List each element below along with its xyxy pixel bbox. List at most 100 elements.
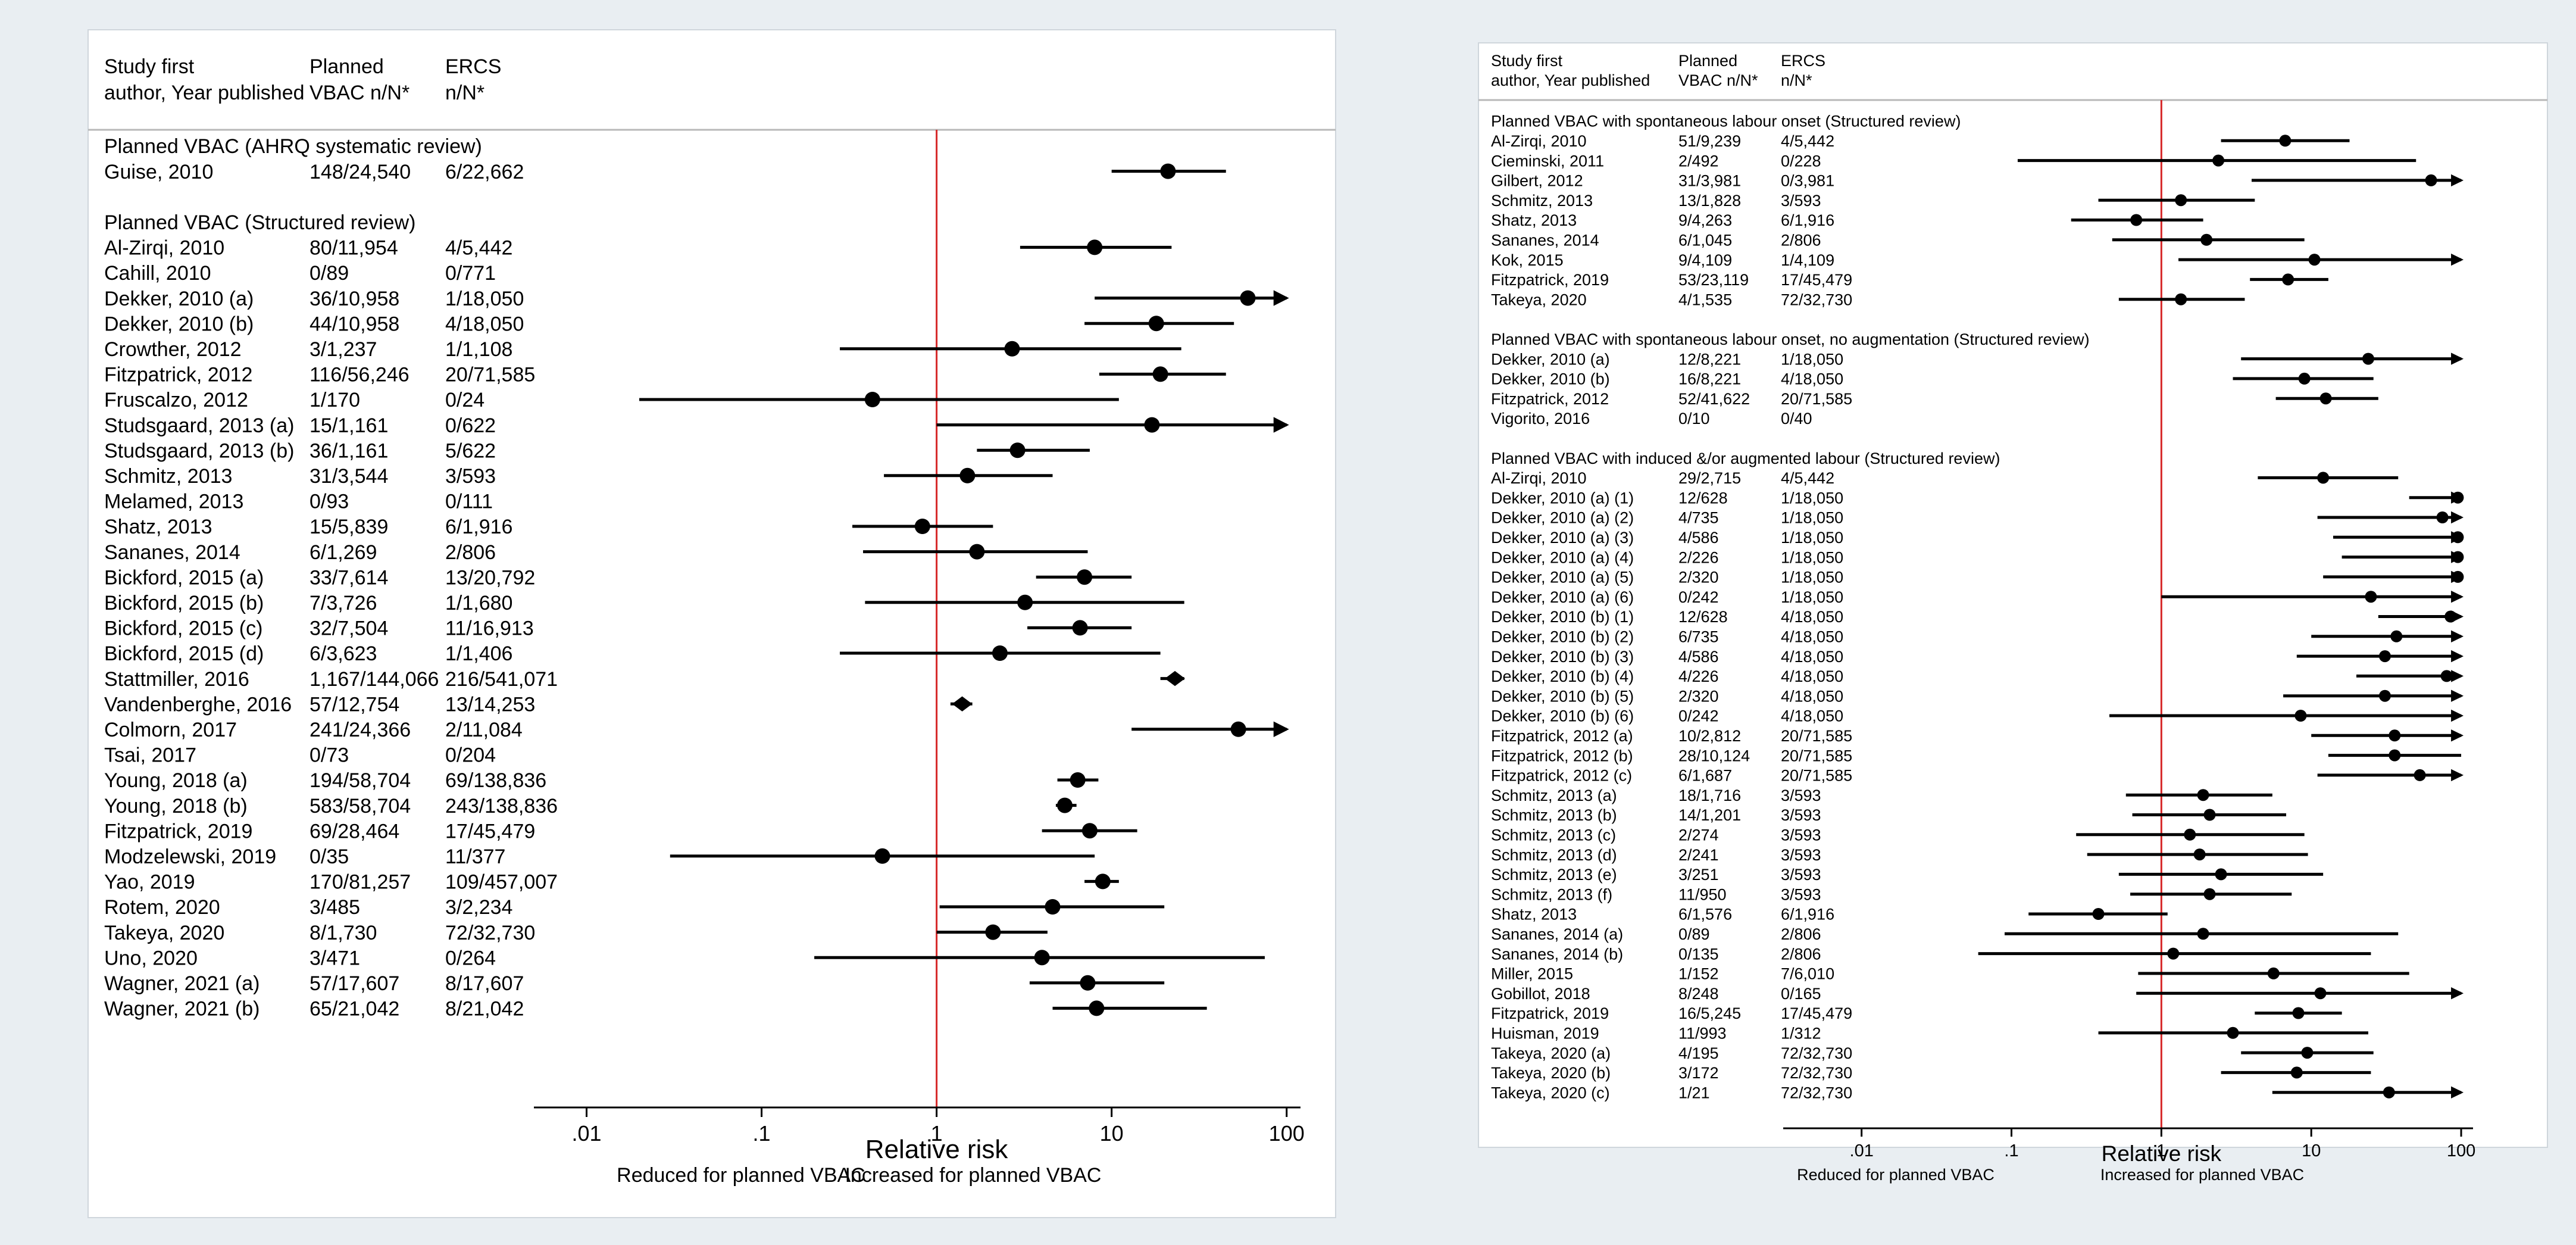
point-estimate-marker — [2175, 293, 2187, 305]
header-vbac-label: VBAC n/N* — [310, 82, 409, 104]
vbac-count: 2/241 — [1678, 846, 1719, 864]
vbac-count: 0/93 — [310, 491, 349, 513]
ercs-count: 20/71,585 — [1781, 767, 1852, 785]
vbac-count: 6/1,269 — [310, 541, 377, 564]
header-study-label: author, Year published — [104, 82, 305, 104]
ercs-count: 17/45,479 — [1781, 271, 1852, 289]
vbac-count: 4/586 — [1678, 529, 1719, 547]
ercs-count: 1/312 — [1781, 1025, 1821, 1043]
header-study-label: Study first — [1491, 52, 1563, 70]
ercs-count: 4/18,050 — [1781, 628, 1843, 646]
point-estimate-marker — [2167, 947, 2180, 960]
vbac-count: 14/1,201 — [1678, 806, 1741, 824]
ercs-count: 3/593 — [1781, 885, 1821, 903]
study-label: Takeya, 2020 (b) — [1491, 1064, 1611, 1082]
point-estimate-marker — [1070, 772, 1086, 788]
vbac-count: 4/195 — [1678, 1044, 1719, 1062]
vbac-count: 2/226 — [1678, 548, 1719, 566]
study-label: Schmitz, 2013 (a) — [1491, 787, 1617, 804]
ercs-count: 109/457,007 — [445, 871, 558, 894]
ercs-count: 7/6,010 — [1781, 965, 1834, 983]
ercs-count: 4/18,050 — [1781, 370, 1843, 388]
ercs-count: 0/228 — [1781, 152, 1821, 170]
study-label: Dekker, 2010 (a) (1) — [1491, 489, 1634, 507]
point-estimate-marker — [1017, 594, 1033, 610]
ercs-count: 1/1,680 — [445, 592, 512, 614]
vbac-count: 11/993 — [1678, 1025, 1727, 1043]
vbac-count: 2/320 — [1678, 687, 1719, 705]
ercs-count: 3/2,234 — [445, 896, 512, 919]
x-tick-label: 1 — [931, 1121, 943, 1146]
study-label: Stattmiller, 2016 — [104, 668, 249, 691]
ercs-count: 0/204 — [445, 744, 496, 767]
ercs-count: 1/18,050 — [1781, 588, 1843, 606]
study-label: Dekker, 2010 (a) (6) — [1491, 588, 1634, 606]
x-tick-label: .1 — [753, 1121, 771, 1146]
point-estimate-marker — [2282, 273, 2294, 286]
ercs-count: 20/71,585 — [445, 364, 535, 386]
point-estimate-marker — [914, 519, 930, 534]
ercs-count: 72/32,730 — [445, 922, 535, 944]
point-estimate-marker — [2414, 769, 2426, 781]
point-estimate-marker — [1072, 620, 1088, 636]
study-label: Schmitz, 2013 — [1491, 192, 1593, 210]
ci-arrow — [2451, 650, 2464, 663]
study-label: Melamed, 2013 — [104, 491, 243, 513]
study-label: Schmitz, 2013 (c) — [1491, 826, 1616, 844]
point-estimate-marker — [2130, 214, 2143, 226]
vbac-count: 65/21,042 — [310, 998, 399, 1021]
ercs-count: 1/18,050 — [1781, 509, 1843, 527]
vbac-count: 4/735 — [1678, 509, 1719, 527]
point-estimate-marker — [2378, 650, 2391, 663]
vbac-count: 1/170 — [310, 389, 360, 411]
vbac-count: 57/17,607 — [310, 972, 399, 995]
ercs-count: 0/111 — [445, 491, 493, 513]
study-label: Sananes, 2014 (a) — [1491, 925, 1623, 943]
vbac-count: 194/58,704 — [310, 769, 411, 792]
vbac-count: 33/7,614 — [310, 566, 388, 589]
study-label: Wagner, 2021 (a) — [104, 972, 260, 995]
vbac-count: 18/1,716 — [1678, 787, 1741, 804]
point-estimate-marker — [2227, 1026, 2239, 1039]
vbac-count: 6/735 — [1678, 628, 1719, 646]
point-estimate-marker — [2314, 987, 2327, 1000]
ercs-count: 2/806 — [445, 541, 496, 564]
study-label: Studsgaard, 2013 (b) — [104, 439, 294, 462]
study-label: Modzelewski, 2019 — [104, 845, 276, 868]
study-label: Uno, 2020 — [104, 947, 198, 969]
point-estimate-marker — [2365, 591, 2377, 603]
ci-arrow — [2451, 709, 2464, 722]
vbac-count: 3/485 — [310, 896, 360, 919]
study-label: Fitzpatrick, 2012 — [104, 364, 252, 386]
ercs-count: 17/45,479 — [445, 820, 535, 843]
ercs-count: 20/71,585 — [1781, 747, 1852, 765]
study-label: Dekker, 2010 (a) (3) — [1491, 529, 1634, 547]
point-estimate-marker — [2298, 372, 2311, 385]
point-estimate-marker — [1240, 290, 1256, 306]
point-estimate-marker — [2425, 174, 2437, 186]
header-study-label: Study first — [104, 55, 195, 78]
point-estimate-marker — [2279, 135, 2291, 147]
ci-arrow — [2451, 769, 2464, 782]
vbac-count: 1/152 — [1678, 965, 1719, 983]
ercs-count: 1/18,050 — [1781, 569, 1843, 586]
ercs-count: 4/5,442 — [1781, 132, 1834, 150]
x-tick-label: .01 — [571, 1121, 601, 1146]
group-label: Planned VBAC with spontaneous labour ons… — [1491, 330, 2090, 348]
ercs-count: 11/377 — [445, 845, 505, 868]
study-label: Gilbert, 2012 — [1491, 172, 1583, 190]
study-label: Schmitz, 2013 (f) — [1491, 885, 1612, 903]
vbac-count: 6/1,576 — [1678, 906, 1732, 923]
point-estimate-marker — [2319, 392, 2332, 405]
vbac-count: 2/320 — [1678, 569, 1719, 586]
vbac-count: 4/586 — [1678, 648, 1719, 666]
ercs-count: 6/22,662 — [445, 161, 524, 183]
study-label: Takeya, 2020 (a) — [1491, 1044, 1611, 1062]
vbac-count: 4/226 — [1678, 667, 1719, 685]
ercs-count: 1/18,050 — [1781, 548, 1843, 566]
ci-arrow — [2451, 511, 2464, 524]
vbac-count: 4/1,535 — [1678, 291, 1732, 308]
point-estimate-marker — [2203, 888, 2216, 900]
study-label: Tsai, 2017 — [104, 744, 196, 767]
